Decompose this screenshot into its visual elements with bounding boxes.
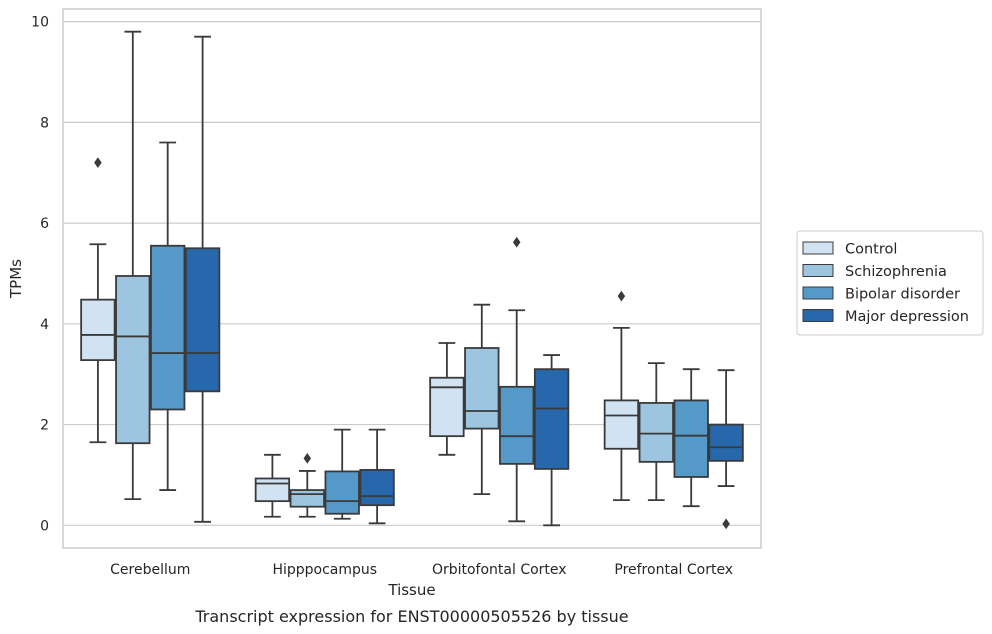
box-2-0 bbox=[429, 342, 465, 456]
box-body bbox=[603, 399, 640, 450]
legend-swatch bbox=[802, 309, 834, 322]
box-1-1 bbox=[289, 452, 325, 518]
outlier-point bbox=[512, 236, 521, 248]
box-3-1 bbox=[638, 362, 674, 502]
box-body bbox=[324, 470, 360, 515]
box-2-2 bbox=[499, 236, 535, 523]
y-tick-labels: 0 2 4 6 8 10 bbox=[31, 15, 49, 535]
x-tick-labels: Cerebellum Hipppocampus Orbitofontal Corte… bbox=[110, 562, 733, 578]
outlier-point bbox=[722, 518, 730, 530]
outlier-point bbox=[617, 290, 626, 302]
legend-swatch bbox=[802, 264, 834, 277]
box-0-2 bbox=[150, 141, 186, 491]
plot-frame bbox=[62, 8, 762, 549]
box-body bbox=[533, 368, 570, 470]
box-body bbox=[708, 423, 744, 462]
y-tick-label: 8 bbox=[40, 115, 49, 131]
box-body bbox=[115, 275, 151, 445]
box-body bbox=[359, 469, 395, 507]
y-tick-label: 10 bbox=[31, 15, 49, 31]
x-tick-label: Cerebellum bbox=[110, 562, 190, 578]
box-1-2 bbox=[324, 428, 360, 520]
box-body bbox=[254, 477, 291, 503]
box-body bbox=[673, 399, 709, 478]
x-tick-label: Prefrontal Cortex bbox=[614, 562, 733, 578]
box-body bbox=[150, 244, 186, 411]
box-0-0 bbox=[80, 157, 116, 444]
y-axis-label: TPMs bbox=[7, 259, 25, 299]
legend: Control Schizophrenia Bipolar disorder Majo… bbox=[796, 230, 984, 336]
legend-swatch bbox=[802, 286, 834, 300]
chart-caption: Transcript expression for ENST0000050552… bbox=[194, 607, 628, 626]
legend-swatch bbox=[802, 241, 834, 255]
legend-label: Bipolar disorder bbox=[845, 287, 960, 303]
box-2-3 bbox=[533, 354, 570, 527]
legend-label: Major depression bbox=[845, 309, 969, 325]
box-3-2 bbox=[673, 368, 709, 508]
x-axis-label: Tissue bbox=[387, 581, 435, 599]
box-0-3 bbox=[184, 35, 221, 523]
box-body bbox=[499, 385, 535, 465]
outlier-point bbox=[94, 157, 102, 169]
box-3-3 bbox=[708, 369, 744, 530]
x-tick-label: Hipppocampus bbox=[272, 562, 377, 578]
x-tick-label: Orbitofontal Cortex bbox=[432, 562, 567, 578]
y-tick-label: 2 bbox=[40, 418, 49, 434]
box-layer bbox=[80, 30, 744, 530]
box-body bbox=[464, 347, 500, 430]
box-1-0 bbox=[254, 453, 291, 518]
y-tick-label: 4 bbox=[40, 317, 49, 333]
box-body bbox=[184, 247, 221, 393]
legend-label: Schizophrenia bbox=[845, 264, 947, 280]
box-3-0 bbox=[603, 290, 640, 502]
box-1-3 bbox=[359, 428, 395, 525]
legend-frame bbox=[796, 230, 984, 336]
outlier-point bbox=[303, 452, 312, 464]
y-tick-label: 0 bbox=[40, 518, 49, 534]
box-2-1 bbox=[464, 303, 500, 496]
box-body bbox=[80, 298, 116, 362]
box-body bbox=[638, 402, 674, 463]
y-tick-label: 6 bbox=[40, 216, 49, 232]
box-body bbox=[289, 489, 325, 508]
box-0-1 bbox=[115, 30, 151, 501]
legend-label: Control bbox=[845, 242, 897, 258]
